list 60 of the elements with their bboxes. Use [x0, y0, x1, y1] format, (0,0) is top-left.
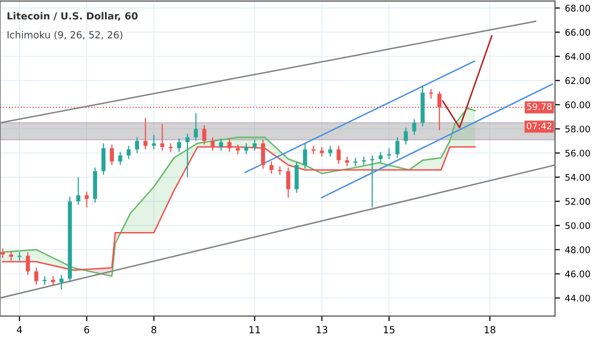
candlestick — [219, 138, 224, 152]
y-tick-label: 60.00 — [565, 101, 590, 108]
y-tick-label: 46.00 — [565, 270, 590, 278]
y-tick-label: 58.00 — [565, 126, 590, 132]
x-tick-label: 8 — [151, 326, 156, 334]
candlestick — [286, 166, 290, 198]
candlestick — [110, 144, 114, 166]
x-tick-label: 6 — [84, 326, 90, 334]
candlestick — [160, 123, 164, 152]
candlestick — [387, 148, 392, 160]
candlestick — [135, 136, 140, 154]
candlestick — [328, 145, 332, 158]
candlestick — [370, 154, 374, 208]
y-tick-label: 56.00 — [565, 150, 590, 157]
y-tick-label: 64.00 — [565, 53, 590, 60]
ref-line-label: 59.78 — [527, 103, 552, 110]
x-tick-label: 18 — [484, 326, 496, 334]
candlestick — [152, 134, 156, 150]
candlestick — [0, 248, 5, 259]
candlestick — [378, 151, 383, 164]
x-tick-label: 15 — [384, 326, 394, 334]
annotation: 07:42 — [526, 122, 552, 130]
candlestick — [252, 139, 257, 152]
x-tick-label: 13 — [316, 326, 328, 334]
candlestick — [34, 267, 38, 286]
y-tick-label: 48.00 — [565, 246, 590, 254]
candlestick — [143, 117, 148, 150]
candlestick — [345, 156, 350, 167]
y-tick-label: 44.00 — [565, 294, 590, 302]
candlestick — [9, 250, 14, 262]
candlestick — [269, 160, 274, 174]
candlestick — [76, 176, 80, 206]
candlestick — [395, 136, 400, 158]
candlestick — [126, 145, 131, 160]
candlestick — [404, 127, 408, 146]
x-tick-label: 11 — [250, 326, 260, 334]
candlestick — [194, 112, 198, 142]
candlestick — [59, 274, 64, 290]
y-tick-label: 68.00 — [565, 4, 590, 12]
candlestick — [412, 118, 416, 136]
candlestick — [177, 138, 182, 152]
y-tick-label: 62.00 — [565, 77, 590, 84]
x-tick-label: 4 — [16, 326, 22, 334]
candlestick — [244, 142, 248, 155]
candlestick — [84, 191, 89, 208]
candlestick — [336, 145, 341, 164]
candlestick — [118, 151, 122, 166]
y-tick-label: 54.00 — [565, 174, 590, 181]
text: Ichimoku (9, 26, 52, 26) — [8, 30, 122, 40]
y-tick-label: 50.00 — [565, 222, 590, 230]
text: Litecoin / U.S. Dollar, 60 — [8, 12, 138, 21]
candlestick — [185, 133, 190, 178]
candlestick — [101, 142, 106, 176]
candlestick — [320, 146, 324, 158]
candlestick — [51, 276, 56, 286]
candlestick — [303, 142, 308, 170]
y-tick-label: 66.00 — [565, 28, 590, 36]
y-tick-label: 52.00 — [565, 198, 590, 205]
candlestick — [429, 88, 434, 100]
candlestick — [202, 124, 206, 146]
